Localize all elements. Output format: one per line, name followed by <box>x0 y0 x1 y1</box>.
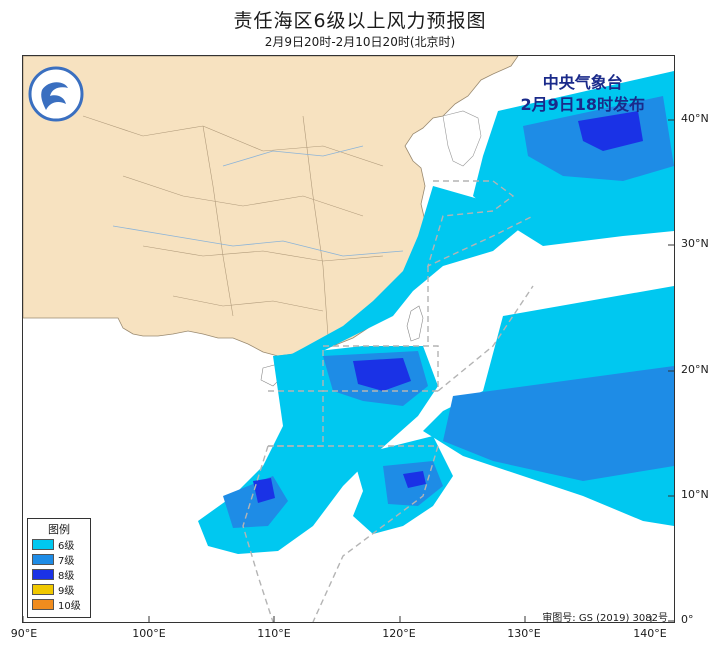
legend-item-level9: 9级 <box>28 582 90 597</box>
wind-map <box>23 56 674 622</box>
lon-ticks <box>23 616 652 622</box>
map-subtitle: 2月9日20时-2月10日20时(北京时) <box>264 35 456 49</box>
lat-label-0: 0° <box>681 613 694 626</box>
lat-label-10: 10°N <box>681 488 709 501</box>
legend-item-level10: 10级 <box>28 597 90 612</box>
legend-label: 9级 <box>58 586 75 597</box>
legend-swatch <box>32 584 54 595</box>
legend-item-level8: 8级 <box>28 567 90 582</box>
lon-label-110: 110°E <box>257 627 291 640</box>
map-title: 责任海区6级以上风力预报图 <box>233 10 487 32</box>
lat-label-40: 40°N <box>681 112 709 125</box>
legend-swatch <box>32 599 54 610</box>
wind-level8-areas <box>253 111 643 503</box>
issuer-block: 中央气象台 2月9日18时发布 <box>520 72 645 116</box>
lon-label-140: 140°E <box>633 627 667 640</box>
cma-logo-icon <box>28 66 84 122</box>
legend-swatch <box>32 554 54 565</box>
legend-label: 7级 <box>58 556 75 567</box>
lat-label-30: 30°N <box>681 237 709 250</box>
rivers <box>112 145 404 257</box>
legend-label: 10级 <box>58 601 81 612</box>
province-borders <box>82 115 384 337</box>
legend-swatch <box>32 569 54 580</box>
legend-label: 8级 <box>58 571 75 582</box>
legend-item-level6: 6级 <box>28 537 90 552</box>
taiwan-island <box>406 305 424 342</box>
map-legend: 图例 6级 7级 8级 9级 10级 <box>27 518 91 618</box>
map-approval-number: 审图号: GS (2019) 3082号 <box>542 613 668 624</box>
lon-label-100: 100°E <box>132 627 166 640</box>
lon-label-90: 90°E <box>10 627 38 640</box>
legend-swatch <box>32 539 54 550</box>
legend-label: 6级 <box>58 541 75 552</box>
sea-area-boundaries <box>242 180 534 622</box>
lat-label-20: 20°N <box>681 363 709 376</box>
lon-label-130: 130°E <box>507 627 541 640</box>
issue-time: 2月9日18时发布 <box>520 95 645 114</box>
legend-title: 图例 <box>48 523 70 536</box>
lon-label-120: 120°E <box>382 627 416 640</box>
legend-item-level7: 7级 <box>28 552 90 567</box>
map-frame <box>22 55 675 623</box>
korea-landmass <box>442 110 482 167</box>
issuer-name: 中央气象台 <box>542 73 623 92</box>
lat-ticks <box>668 119 674 622</box>
